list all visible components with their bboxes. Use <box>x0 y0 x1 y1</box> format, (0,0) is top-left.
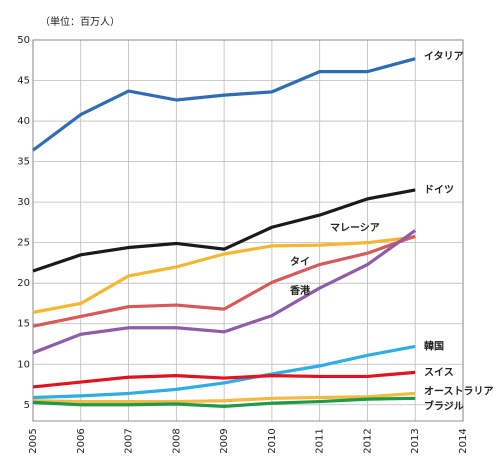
series-line <box>32 188 416 273</box>
x-tick-label: 2011 <box>315 428 326 453</box>
y-tick-label: 10 <box>17 359 30 370</box>
y-tick-label: 5 <box>24 400 30 411</box>
series-label: マレーシア <box>330 222 380 234</box>
x-tick-label: 2009 <box>219 428 230 453</box>
x-tick-label: 2006 <box>76 428 87 453</box>
series-label: 韓国 <box>424 339 444 352</box>
plot-frame <box>32 39 464 422</box>
y-tick-label: 20 <box>17 278 30 289</box>
x-tick-label: 2013 <box>410 428 421 453</box>
y-tick-label: 15 <box>17 319 30 330</box>
series-line <box>32 396 416 409</box>
x-tick-label: 2007 <box>124 428 135 453</box>
y-tick-label: 50 <box>17 35 30 46</box>
series-line <box>32 344 416 400</box>
y-tick-label: 30 <box>17 197 30 208</box>
series-label: イタリア <box>424 51 464 63</box>
x-tick-label: 2008 <box>171 428 182 453</box>
series-label: オーストラリア <box>424 385 494 397</box>
series-line <box>32 229 417 355</box>
series-line <box>32 391 416 404</box>
series-label: 香港 <box>290 284 311 297</box>
series-label: ブラジル <box>424 399 464 412</box>
series-line <box>32 370 416 389</box>
x-tick-label: 2012 <box>362 428 373 453</box>
series-label: スイス <box>424 366 454 378</box>
x-tick-label: 2014 <box>458 428 469 453</box>
series-line <box>32 235 416 314</box>
y-tick-label: 45 <box>17 76 30 87</box>
series-label: タイ <box>290 256 310 268</box>
y-tick-label: 35 <box>17 157 30 168</box>
series-line <box>32 57 416 152</box>
y-tick-label: 40 <box>17 116 30 127</box>
x-tick-label: 2010 <box>267 428 278 453</box>
y-tick-label: 25 <box>17 238 30 249</box>
series-line <box>32 234 416 328</box>
unit-label: （単位：百万人） <box>40 15 120 28</box>
series-label: ドイツ <box>424 184 454 196</box>
x-tick-label: 2005 <box>28 428 39 453</box>
